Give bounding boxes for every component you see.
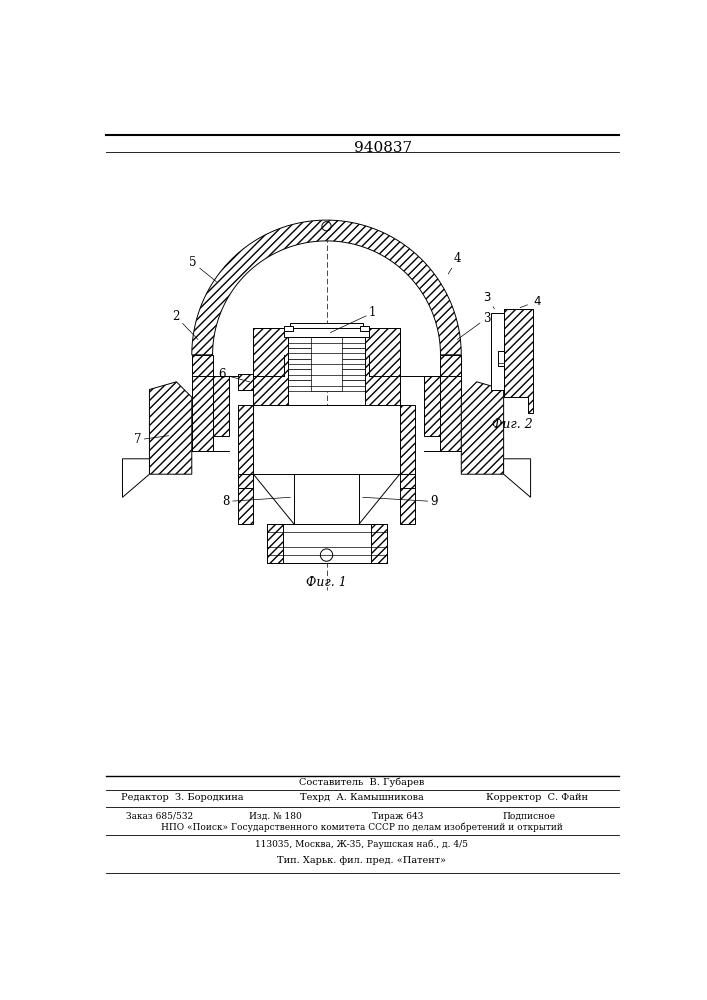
Bar (399, 405, 415, 524)
Bar (399, 474, 415, 488)
Bar (238, 405, 253, 524)
Bar (288, 369, 365, 380)
Bar (284, 328, 369, 337)
Bar (288, 359, 365, 369)
Bar (253, 405, 399, 474)
Bar (238, 474, 253, 488)
Polygon shape (192, 220, 461, 355)
Bar (192, 376, 214, 451)
Bar (267, 524, 283, 563)
Text: Техрд  А. Камышникова: Техрд А. Камышникова (300, 793, 423, 802)
Bar (253, 328, 288, 405)
Text: 5: 5 (189, 256, 216, 282)
Polygon shape (149, 382, 192, 474)
Polygon shape (461, 382, 503, 474)
Polygon shape (491, 312, 504, 389)
Text: НПО «Поиск» Государственного комитета СССР по делам изобретений и открытий: НПО «Поиск» Государственного комитета СС… (161, 822, 563, 832)
Bar (371, 524, 387, 563)
Bar (288, 380, 365, 391)
Bar (288, 348, 365, 359)
Text: 6: 6 (218, 368, 250, 382)
Text: 9: 9 (363, 495, 438, 508)
Bar (267, 524, 387, 563)
Bar (288, 337, 365, 348)
Text: 940837: 940837 (354, 141, 411, 155)
Text: 8: 8 (223, 495, 291, 508)
Text: 2: 2 (173, 310, 198, 339)
Bar (360, 326, 369, 331)
Text: 4: 4 (520, 295, 540, 308)
Text: Подписное: Подписное (503, 812, 556, 821)
Text: 1: 1 (330, 306, 376, 333)
Polygon shape (503, 459, 530, 497)
Text: Редактор  З. Бородкина: Редактор З. Бородкина (122, 793, 244, 802)
Bar (365, 328, 399, 405)
Polygon shape (504, 309, 533, 413)
Text: 7: 7 (134, 433, 169, 446)
Bar (294, 474, 359, 524)
Bar (238, 374, 253, 389)
Text: Тираж 643: Тираж 643 (373, 812, 423, 821)
Text: 4: 4 (448, 252, 461, 274)
Text: Фиг. 2: Фиг. 2 (492, 418, 532, 431)
Bar (311, 337, 342, 391)
Text: 3: 3 (483, 291, 494, 309)
Bar (440, 355, 461, 376)
Text: Фиг. 1: Фиг. 1 (306, 576, 347, 588)
Polygon shape (253, 328, 288, 405)
Bar (440, 376, 461, 451)
Bar (284, 326, 293, 331)
Polygon shape (122, 459, 149, 497)
Bar (214, 376, 229, 436)
Text: Тип. Харьк. фил. пред. «Патент»: Тип. Харьк. фил. пред. «Патент» (277, 856, 446, 865)
Bar (291, 323, 363, 328)
Bar (192, 355, 213, 376)
Text: Изд. № 180: Изд. № 180 (249, 812, 301, 821)
Text: 113035, Москва, Ж-35, Раушская наб., д. 4/5: 113035, Москва, Ж-35, Раушская наб., д. … (255, 839, 469, 849)
Bar (424, 376, 440, 436)
Text: Заказ 685/532: Заказ 685/532 (126, 812, 193, 821)
Text: Составитель  В. Губарев: Составитель В. Губарев (299, 777, 425, 787)
Text: 3: 3 (457, 312, 491, 339)
Text: Корректор  С. Файн: Корректор С. Файн (486, 793, 588, 802)
